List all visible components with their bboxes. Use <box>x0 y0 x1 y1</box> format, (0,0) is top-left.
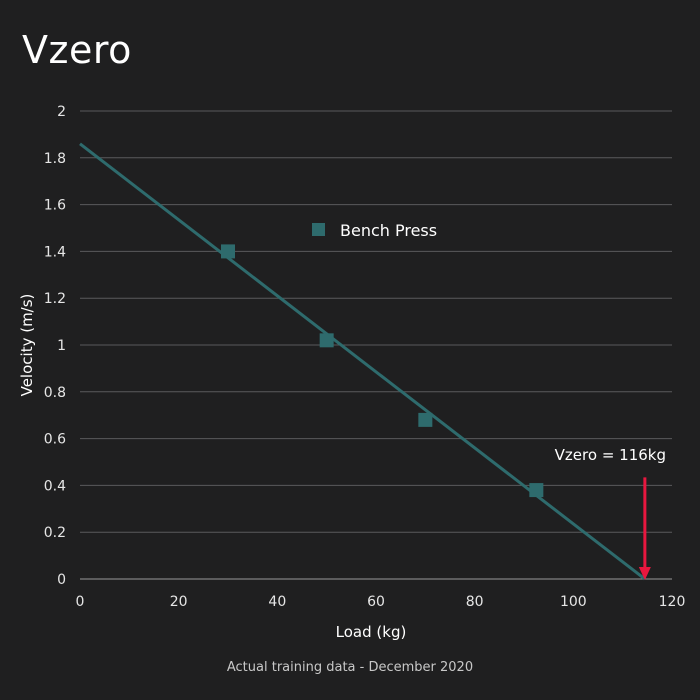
y-tick-label: 1 <box>57 338 66 354</box>
trendline-group <box>79 142 646 581</box>
legend: Bench Press <box>312 221 437 240</box>
data-point <box>418 412 433 427</box>
legend-label-bench-press: Bench Press <box>340 221 437 240</box>
legend-swatch-bench-press <box>312 223 325 236</box>
y-tick-label: 0.8 <box>44 385 66 401</box>
x-tick-label: 120 <box>659 594 686 610</box>
x-tick-labels: 0 20 40 60 80 100 120 <box>76 594 686 610</box>
y-tick-label: 0.2 <box>44 525 66 541</box>
data-point <box>319 333 334 348</box>
footer-caption: Actual training data - December 2020 <box>226 660 474 675</box>
y-tick-labels: 0 0.2 0.4 0.6 0.8 1 1.2 1.4 1.6 1.8 2 <box>44 104 66 588</box>
x-tick-label: 0 <box>76 594 85 610</box>
chart-title: Vzero <box>22 28 132 72</box>
y-tick-label: 0.4 <box>44 478 66 494</box>
x-tick-label: 60 <box>367 594 385 610</box>
y-tick-label: 1.6 <box>44 198 66 214</box>
x-axis-title: Load (kg) <box>336 623 407 641</box>
y-axis-title: Velocity (m/s) <box>18 294 36 397</box>
annotation-arrow-head <box>638 567 651 580</box>
data-point <box>221 244 235 259</box>
trendline <box>79 142 646 581</box>
x-tick-label: 80 <box>466 594 484 610</box>
x-tick-label: 20 <box>170 594 188 610</box>
data-points <box>221 244 544 498</box>
annotation: Vzero = 116kg <box>555 446 666 580</box>
x-tick-label: 100 <box>560 594 587 610</box>
y-tick-label: 0.6 <box>44 432 66 448</box>
y-tick-label: 1.2 <box>44 291 66 307</box>
gridlines <box>80 110 672 580</box>
y-tick-label: 1.8 <box>44 151 66 167</box>
data-point <box>529 483 544 498</box>
y-tick-label: 2 <box>57 104 66 120</box>
y-tick-label: 0 <box>57 572 66 588</box>
annotation-label: Vzero = 116kg <box>555 446 666 464</box>
y-tick-label: 1.4 <box>44 244 66 260</box>
x-tick-label: 40 <box>268 594 286 610</box>
